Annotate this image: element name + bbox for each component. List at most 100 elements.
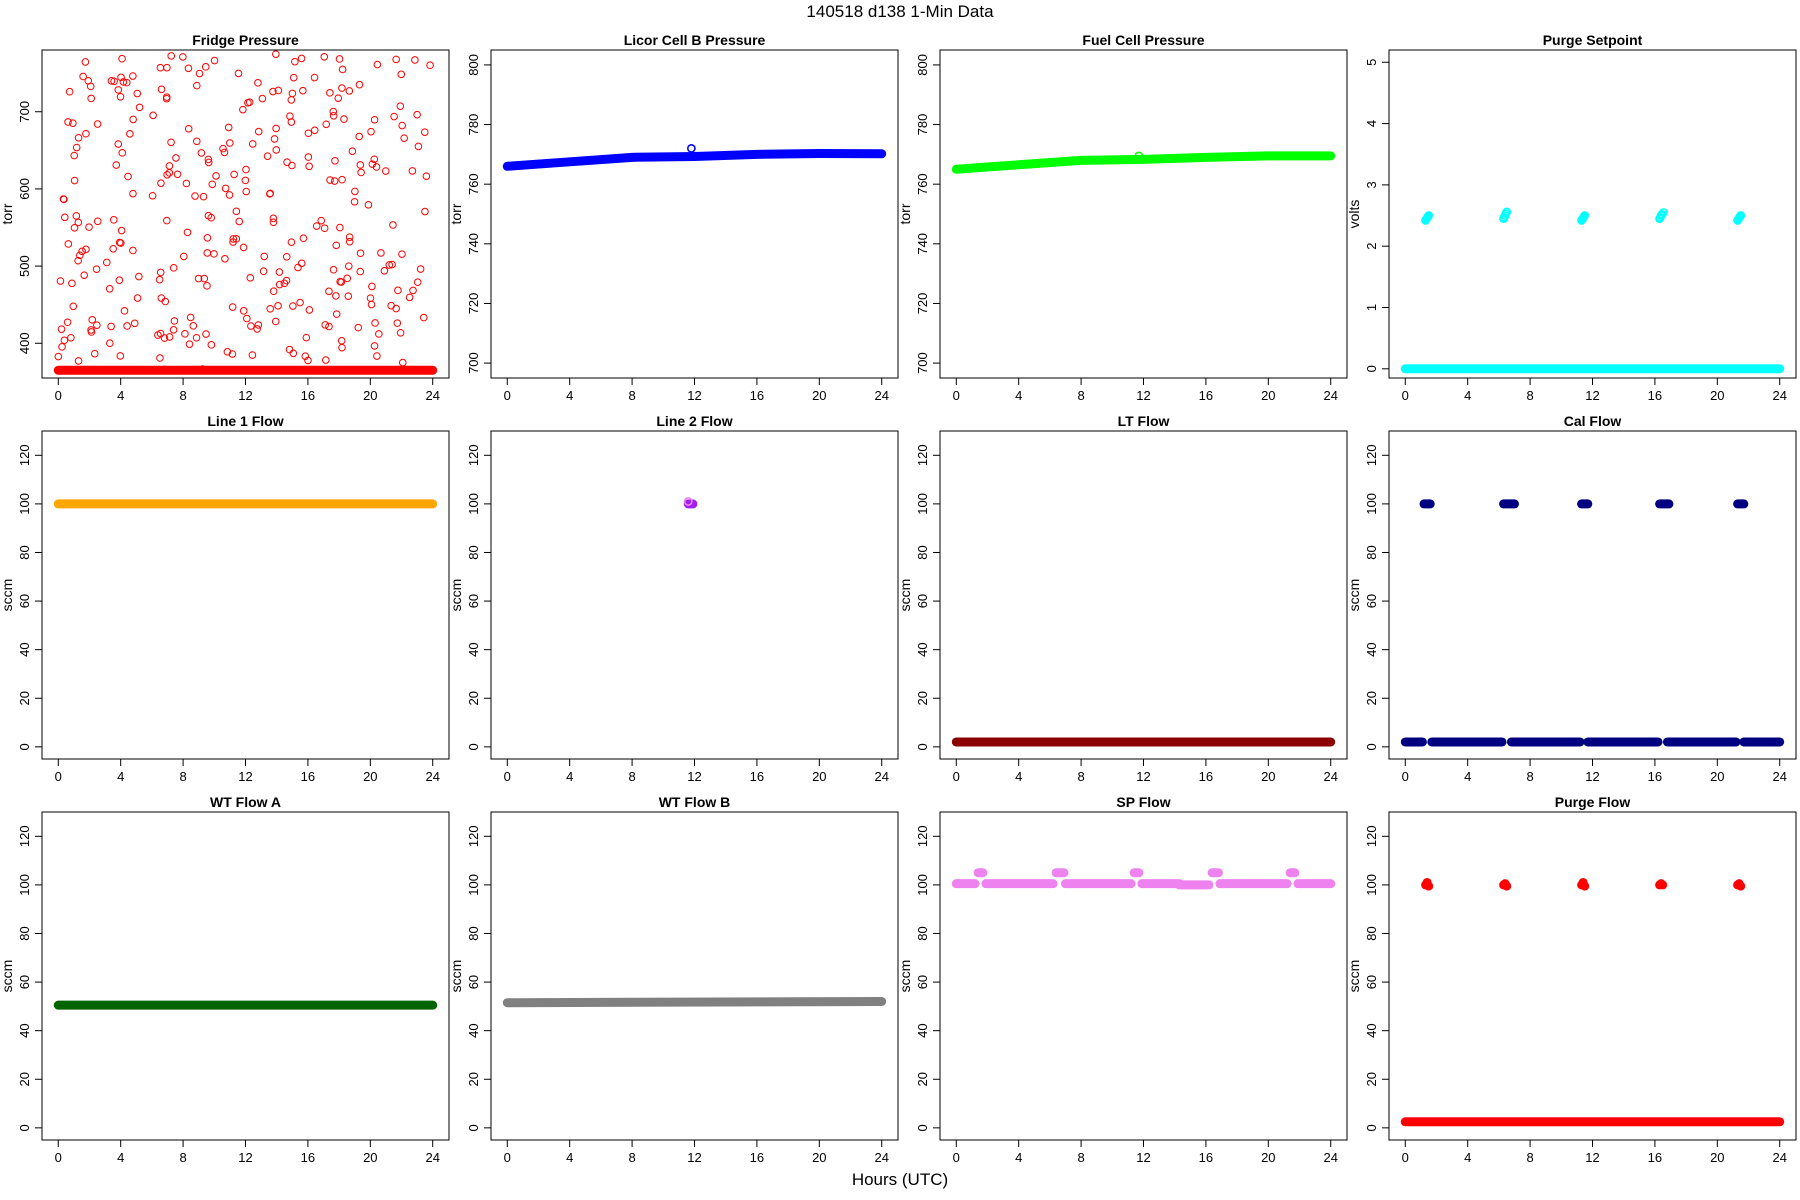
x-tick-label: 16	[750, 1150, 764, 1165]
y-tick-label: 20	[1364, 1072, 1379, 1086]
x-tick-label: 16	[1199, 1150, 1213, 1165]
plot-frame	[939, 811, 1348, 1141]
y-tick-label: 80	[1364, 545, 1379, 559]
panel-4: Line 1 Flow sccm 0 4 8 12 16 20 24 0 20 40 60 80 100 12…	[0, 413, 450, 784]
data-point	[133, 89, 142, 98]
data-point	[76, 251, 84, 260]
data-point	[242, 187, 251, 196]
data-point	[288, 161, 296, 170]
data-point	[219, 144, 227, 153]
data-point	[368, 160, 377, 168]
data-point	[116, 352, 125, 360]
data-point	[355, 80, 364, 89]
data-point	[283, 158, 291, 166]
data-point	[181, 330, 189, 338]
y-tick-label: 120	[1364, 825, 1379, 847]
x-tick-label: 24	[874, 1150, 888, 1165]
x-tick-label: 16	[750, 388, 764, 403]
data-point	[373, 352, 381, 360]
x-tick-label: 24	[1323, 769, 1337, 784]
data-point	[420, 128, 429, 136]
y-tick-label: 20	[915, 691, 930, 705]
data-point	[194, 274, 203, 283]
x-tick-label: 4	[566, 1150, 573, 1165]
x-tick-label: 16	[750, 769, 764, 784]
data-point	[74, 133, 83, 142]
x-tick-label: 4	[566, 769, 573, 784]
y-tick-label: 40	[17, 642, 32, 656]
figure-title: 140518 d138 1-Min Data	[806, 2, 994, 21]
data-point	[221, 184, 230, 193]
x-tick-label: 20	[812, 388, 826, 403]
data-point	[197, 149, 206, 157]
data-point	[334, 94, 343, 102]
data-point	[405, 293, 414, 302]
data-point	[221, 255, 229, 263]
data-point	[259, 267, 268, 276]
data-point	[109, 216, 118, 224]
data-point	[335, 55, 344, 63]
data-point	[356, 249, 365, 258]
data-point	[356, 267, 365, 276]
panel-7: Cal Flow sccm 0 4 8 12 16 20 24 0 20 40 60 80 100 120	[1346, 413, 1797, 784]
y-tick-label: 0	[1364, 365, 1379, 372]
data-point	[375, 330, 383, 338]
data-point	[1736, 211, 1746, 220]
data-point	[192, 333, 201, 342]
panel-11: Purge Flow sccm 0 4 8 12 16 20 24 0 20 40 60 80 100 120	[1346, 794, 1797, 1165]
data-point	[297, 54, 306, 63]
data-point	[210, 250, 218, 258]
data-point	[370, 155, 379, 164]
data-point	[207, 341, 216, 349]
data-point	[326, 89, 334, 97]
data-point	[338, 84, 346, 92]
y-axis-label: sccm	[1346, 960, 1362, 993]
data-point	[312, 222, 321, 230]
y-tick-label: 60	[1364, 594, 1379, 608]
data-point	[377, 249, 385, 257]
data-point	[84, 76, 93, 85]
data-point	[163, 170, 171, 179]
data-point	[385, 261, 394, 269]
data-point	[70, 176, 79, 185]
data-point	[172, 154, 180, 162]
plot-frame	[490, 811, 899, 1141]
data-point	[338, 343, 346, 352]
y-tick-label: 20	[466, 1072, 481, 1086]
y-tick-label: 120	[915, 444, 930, 466]
data-point	[78, 247, 86, 256]
data-point	[156, 354, 164, 362]
x-tick-label: 12	[238, 388, 252, 403]
data-point	[115, 276, 124, 284]
data-point	[148, 191, 157, 200]
plot-frame	[1388, 430, 1797, 760]
data-point	[87, 94, 95, 103]
data-point	[184, 64, 193, 73]
data-point	[688, 499, 698, 509]
x-tick-label: 20	[1261, 769, 1275, 784]
x-tick-label: 4	[117, 1150, 124, 1165]
y-tick-label: 0	[1364, 743, 1379, 750]
data-point	[230, 170, 238, 179]
data-point	[70, 224, 79, 232]
y-tick-label: 760	[915, 173, 930, 195]
panel-0: Fridge Pressure torr 0 4 8 12 16 20 24 400 500 600 7…	[0, 32, 450, 403]
data-point	[226, 139, 234, 147]
data-point	[392, 55, 400, 64]
data-point	[102, 258, 111, 267]
panel-title: Line 2 Flow	[656, 413, 732, 429]
data-point	[332, 310, 341, 318]
data-point	[289, 73, 298, 82]
data-point	[126, 130, 134, 138]
y-tick-label: 740	[915, 233, 930, 255]
x-tick-label: 16	[301, 769, 315, 784]
data-point	[254, 79, 262, 87]
y-tick-label: 780	[915, 114, 930, 136]
y-tick-label: 40	[17, 1023, 32, 1037]
data-point	[297, 259, 306, 268]
data-point	[294, 263, 302, 272]
data-point	[269, 218, 278, 227]
x-tick-label: 8	[179, 388, 186, 403]
x-tick-label: 8	[628, 769, 635, 784]
x-tick-label: 16	[1648, 769, 1662, 784]
